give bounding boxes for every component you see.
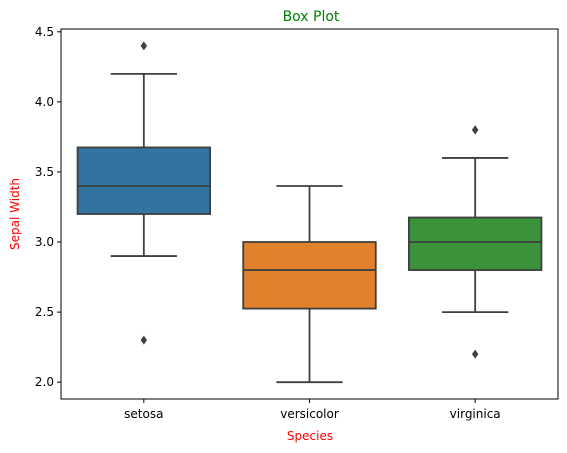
y-tick-label: 4.5: [35, 25, 54, 39]
box-group-setosa: [76, 41, 212, 345]
y-tick-label: 2.0: [35, 375, 54, 389]
box-versicolor: [242, 241, 377, 310]
box-group-versicolor: [242, 185, 377, 384]
box-setosa: [76, 146, 212, 215]
y-tick-label: 2.5: [35, 305, 54, 319]
plot-area: [76, 41, 543, 384]
x-tick-label: virginica: [450, 407, 501, 421]
y-axis: 2.0 2.5 3.0 3.5 4.0 4.5: [35, 25, 61, 389]
y-tick-label: 4.0: [35, 95, 54, 109]
y-tick-label: 3.5: [35, 165, 54, 179]
outlier-point: [471, 125, 479, 135]
box-virginica: [407, 216, 543, 271]
y-tick-label: 3.0: [35, 235, 54, 249]
x-axis-label: Species: [287, 429, 333, 443]
x-tick-label: versicolor: [280, 407, 339, 421]
x-tick-label: setosa: [124, 407, 163, 421]
box-group-virginica: [407, 125, 543, 359]
chart-title: Box Plot: [283, 9, 340, 25]
x-axis: setosa versicolor virginica: [124, 399, 501, 421]
outlier-point: [471, 349, 479, 359]
outlier-point: [140, 41, 148, 51]
outlier-point: [140, 335, 148, 345]
y-axis-label: Sepal Width: [8, 178, 22, 250]
